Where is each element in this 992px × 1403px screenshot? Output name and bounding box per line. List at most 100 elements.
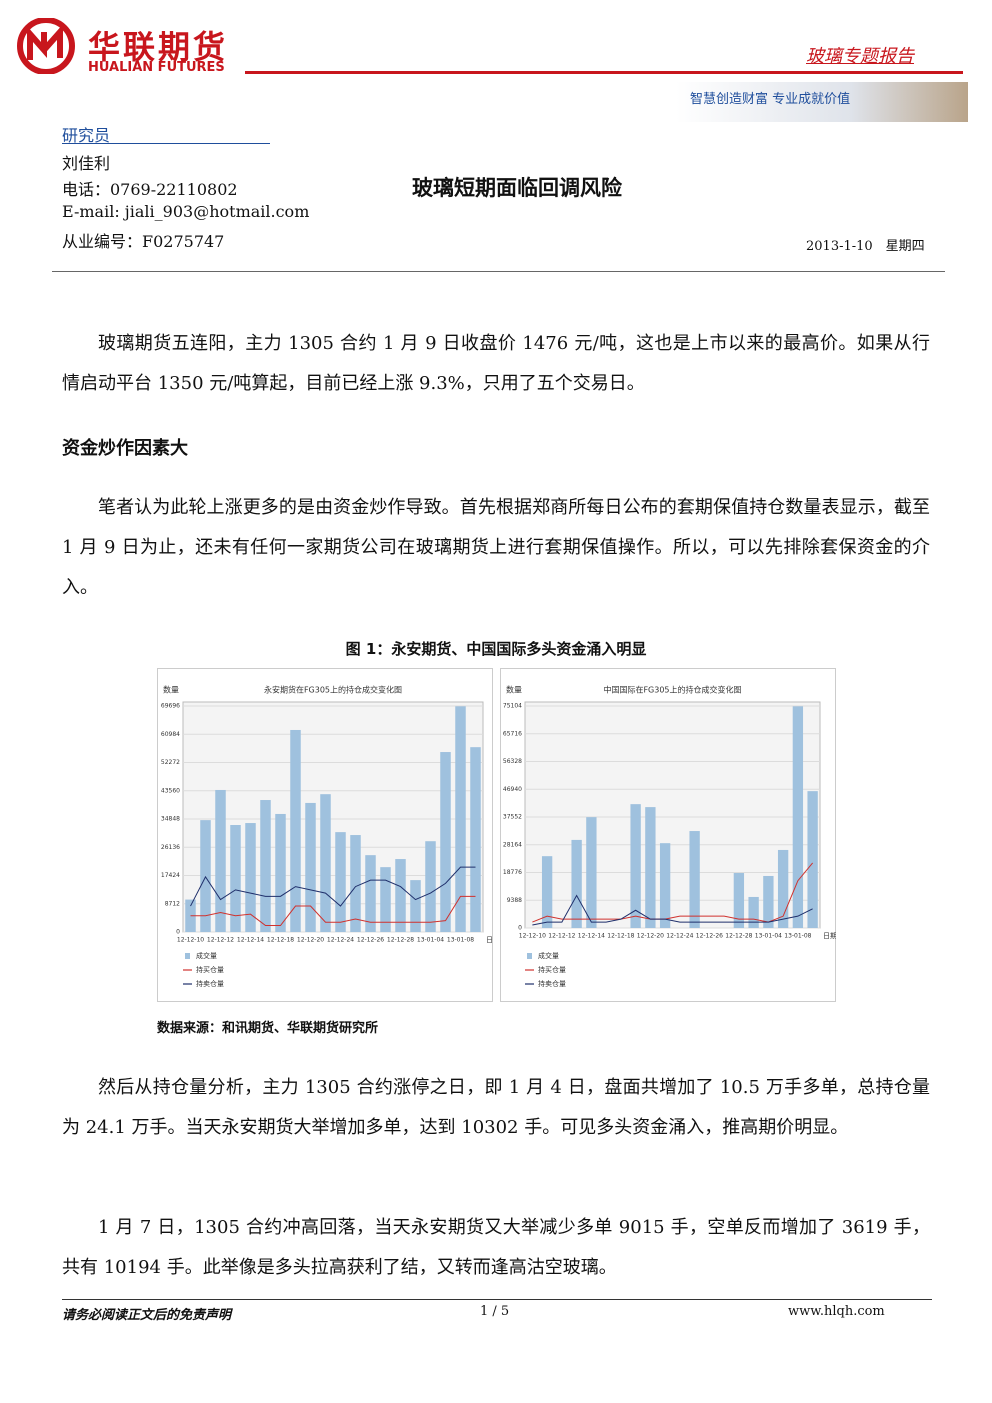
- x-tick-label: 12-12-10: [519, 933, 546, 940]
- paragraph: 1 月 7 日，1305 合约冲高回落，当天永安期货又大举减少多单 9015 手…: [62, 1217, 930, 1278]
- researcher-license: 从业编号：F0275747: [62, 232, 225, 251]
- y-axis-label: 数量: [163, 685, 179, 695]
- report-date: 2013-1-10 星期四: [806, 239, 925, 254]
- y-tick-label: 52272: [161, 759, 180, 766]
- x-tick-label: 12-12-26: [357, 937, 384, 944]
- bar: [586, 817, 597, 928]
- y-tick-label: 8712: [165, 900, 180, 907]
- section-heading: 资金炒作因素大: [62, 438, 188, 459]
- bar: [470, 747, 481, 932]
- legend-swatch: [185, 953, 190, 959]
- y-tick-label: 34848: [161, 816, 180, 823]
- legend-label: 持卖仓量: [538, 979, 566, 988]
- y-tick-label: 18776: [503, 869, 522, 876]
- bar: [807, 791, 818, 928]
- line: [190, 895, 476, 927]
- slogan: 智慧创造财富 专业成就价值: [690, 92, 851, 107]
- paragraph: 玻璃期货五连阳，主力 1305 合约 1 月 9 日收盘价 1476 元/吨，这…: [62, 333, 930, 394]
- legend-label: 持买仓量: [538, 965, 566, 974]
- researcher-rule: [62, 143, 270, 144]
- bar: [260, 800, 271, 932]
- bar: [763, 875, 774, 928]
- bar: [290, 729, 301, 932]
- x-tick-label: 12-12-14: [237, 937, 264, 944]
- x-axis-label: 日期: [486, 936, 493, 944]
- slogan-banner: [676, 82, 968, 122]
- y-tick-label: 75104: [503, 703, 522, 710]
- y-tick-label: 37552: [503, 814, 522, 821]
- bar: [792, 706, 804, 928]
- bar: [748, 896, 759, 928]
- y-tick-label: 0: [176, 929, 180, 936]
- x-tick-label: 12-12-10: [177, 937, 204, 944]
- x-axis-label: 日期: [823, 932, 836, 940]
- x-tick-label: 13-01-04: [755, 933, 782, 940]
- y-tick-label: 65716: [503, 730, 522, 737]
- bar: [350, 835, 361, 932]
- plot-area: [524, 701, 821, 929]
- line: [190, 866, 476, 907]
- researcher-email: E-mail: jiali_903@hotmail.com: [62, 202, 310, 221]
- bar: [215, 789, 226, 932]
- x-tick-label: 13-01-04: [417, 937, 444, 944]
- x-tick-label: 12-12-24: [666, 933, 693, 940]
- y-tick-label: 0: [518, 925, 522, 932]
- footer-website: www.hlqh.com: [788, 1304, 885, 1319]
- report-title: 玻璃短期面临回调风险: [412, 176, 622, 200]
- legend-label: 成交量: [538, 951, 559, 960]
- bar: [365, 855, 376, 932]
- logo-mark: [17, 18, 75, 74]
- chart-title: 中国国际在FG305上的持仓成交变化图: [603, 685, 741, 695]
- researcher-name: 刘佳利: [62, 154, 111, 173]
- bar: [305, 802, 316, 932]
- bar: [733, 873, 745, 928]
- figure-source: 数据来源：和讯期货、华联期货研究所: [157, 1021, 379, 1036]
- y-tick-label: 43560: [161, 787, 180, 794]
- y-tick-label: 28164: [503, 841, 522, 848]
- bar: [410, 880, 421, 932]
- y-tick-label: 69696: [161, 703, 180, 710]
- bar: [659, 843, 671, 928]
- y-tick-label: 26136: [161, 844, 180, 851]
- bar: [440, 752, 451, 932]
- y-tick-label: 9388: [507, 897, 522, 904]
- bar: [275, 813, 286, 932]
- page-number: 1 / 5: [480, 1304, 510, 1319]
- bar: [455, 706, 466, 932]
- bar: [541, 856, 553, 928]
- x-tick-label: 12-12-20: [637, 933, 664, 940]
- report-type: 玻璃专题报告: [806, 46, 914, 67]
- bar: [630, 804, 641, 928]
- x-tick-label: 12-12-14: [578, 933, 605, 940]
- x-tick-label: 12-12-20: [297, 937, 324, 944]
- researcher-phone: 电话：0769-22110802: [62, 180, 238, 199]
- paragraph: 然后从持仓量分析，主力 1305 合约涨停之日，即 1 月 4 日，盘面共增加了…: [62, 1077, 930, 1138]
- line: [532, 894, 813, 926]
- y-axis-label: 数量: [506, 685, 522, 695]
- logo-cn: 华联期货: [88, 28, 229, 66]
- plot-area: [182, 701, 484, 933]
- bar: [245, 823, 256, 932]
- legend-label: 成交量: [196, 951, 217, 960]
- legend-label: 持买仓量: [196, 965, 224, 974]
- x-tick-label: 12-12-18: [607, 933, 634, 940]
- bar: [645, 807, 656, 928]
- footer-disclaimer: 请务必阅读正文后的免责声明: [62, 1308, 232, 1323]
- x-tick-label: 12-12-12: [548, 933, 575, 940]
- bar: [571, 839, 582, 928]
- paragraph: 笔者认为此轮上涨更多的是由资金炒作导致。首先根据郑商所每日公布的套期保值持仓数量…: [62, 497, 930, 598]
- legend-label: 持卖仓量: [196, 979, 224, 988]
- x-tick-label: 13-01-08: [784, 933, 811, 940]
- x-tick-label: 12-12-18: [267, 937, 294, 944]
- bar: [777, 849, 789, 928]
- bar: [395, 859, 406, 932]
- title-rule: [52, 271, 945, 272]
- y-tick-label: 17424: [161, 872, 180, 879]
- x-tick-label: 12-12-26: [696, 933, 723, 940]
- bar: [380, 867, 391, 932]
- bar: [320, 794, 331, 932]
- bar: [425, 841, 436, 932]
- y-tick-label: 60984: [161, 731, 180, 738]
